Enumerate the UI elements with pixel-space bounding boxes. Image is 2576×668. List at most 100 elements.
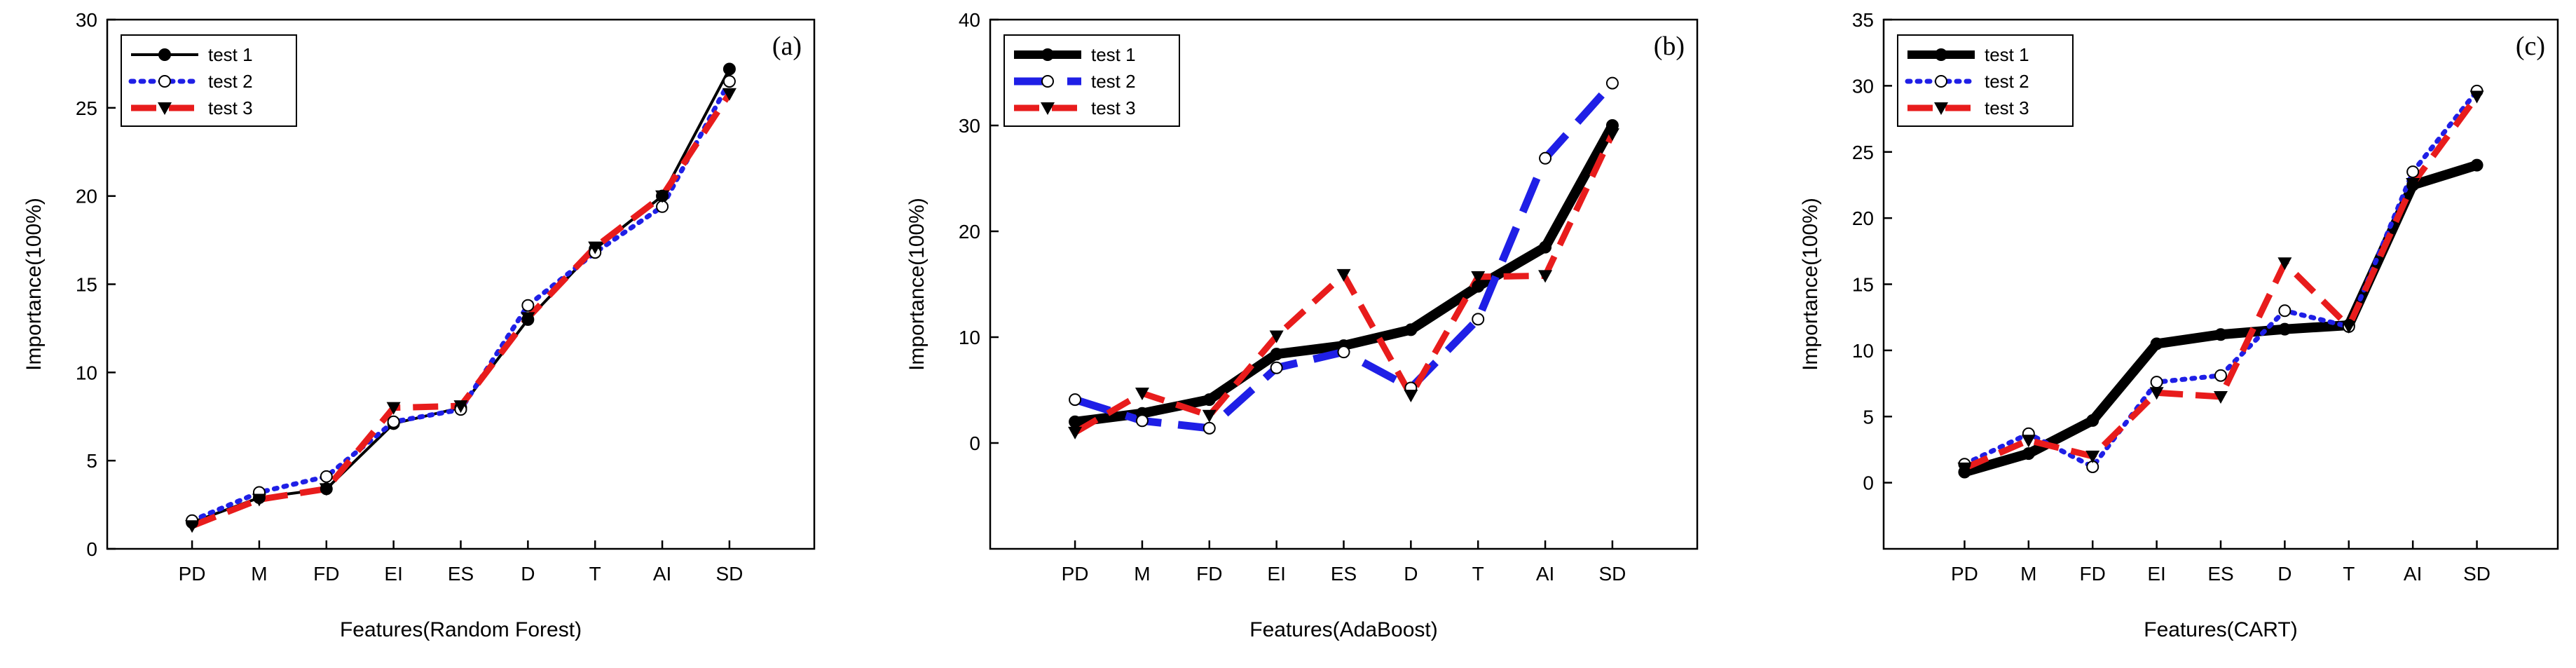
panel-3-x-tick-label: SD [2463,563,2491,585]
panel-1-series-3-point [588,241,603,254]
panel-3-series-3-point [1957,462,1972,475]
panel-2-series-2-point [1270,361,1283,374]
panel-3-y-tick-label: 15 [1852,274,1874,296]
panel-1-series-2-point [722,75,736,88]
panel-2-series-2-point [1539,151,1552,165]
panel-2-series-2-point [1203,421,1216,435]
panel-1-legend-marker-2 [158,75,171,88]
panel-3-series-2-point [2150,376,2163,389]
panel-1-y-tick-label: 30 [76,9,97,31]
panel-2-x-tick-label: SD [1598,563,1626,585]
panel-2-series-2-point [1069,393,1082,407]
panel-1-x-tick-label: FD [313,563,339,585]
panel-2-x-tick-label: D [1404,563,1418,585]
panel-2-series-3-line [1073,132,1615,435]
panel-1-series-2-point [387,415,400,428]
panel-1-y-tick-label: 25 [76,97,97,119]
panel-1-series-1-line [191,68,731,524]
panel-1: 0 5 10 15 20 25 30 PD M FD EI ES D T AI SD Features(Rand… [22,9,816,641]
panel-1-series-3-point [722,88,737,101]
panel-3-series-1-point [2022,447,2035,461]
panel-3-series-2-point [2406,165,2420,179]
panel-1-y-tick-label: 10 [76,362,97,383]
panel-2-legend-marker-2 [1041,75,1054,88]
panel-2-series-1-point [1069,415,1082,428]
panel-2-legend-marker-3 [1041,102,1055,115]
panel-3-legend-marker-1 [1935,48,1947,61]
panel-2-series-2-point [1337,346,1350,359]
panel-1-x-tick-label: T [589,563,601,585]
panel-2-legend-marker-1 [1041,48,1054,61]
panel-3-y-tick-label: 0 [1863,472,1874,494]
panel-3-series-3-line [1963,94,2480,471]
panel-2-legend-label-1: test 1 [1091,44,1136,65]
panel-1-x-tick-label: EI [384,563,402,585]
panel-2-series-1-point [1539,240,1552,254]
panel-2-y-tick-label: 30 [959,115,980,137]
panel-2-series-3-point [1605,128,1619,142]
panel-2-series-3-point [1336,268,1351,282]
panel-3-x-tick-label: PD [1951,563,1978,585]
panel-3-x-tick-label: ES [2207,563,2233,585]
panel-3-series-3-point [2149,387,2164,400]
panel-2-series-2-point [1135,414,1149,428]
panel-1-y-tick-label: 20 [76,186,97,207]
panel-1-y-tick-label: 15 [76,274,97,296]
panel-3-series-3-point [2469,90,2484,104]
panel-2-series-3-point [1202,409,1217,423]
panel-3-x-axis-title: Features(CART) [2144,618,2298,641]
panel-1-y-tick-label: 0 [86,538,97,560]
panel-1-series-3-point [453,400,468,414]
panel-1-series-3-point [319,483,334,496]
panel-2-series-3-point [1404,390,1418,403]
panel-3-legend-marker-2 [1935,75,1947,88]
panel-2-series-1-point [1404,323,1418,336]
panel-3-series-1-point [2150,337,2163,350]
panel-3-x-tick-label: FD [2080,563,2106,585]
panel-3: 0 5 10 15 20 25 30 35 PD M FD EI ES D T AI SD Features(CA… [1799,9,2559,641]
panel-1-legend-marker-3 [158,102,172,115]
panel-3-series-1-point [2470,158,2483,172]
panel-3-legend-marker-3 [1934,102,1948,115]
panel-3-y-tick-label: 25 [1852,142,1874,163]
panel-1-series-3-point [386,402,401,415]
panel-3-panel-label: (c) [2516,32,2545,61]
panel-1-series-2-point [521,299,535,312]
panel-3-x-tick-label: T [2343,563,2355,585]
panel-2-series-3-point [1471,271,1486,284]
panel-3-series-3-point [2021,435,2036,448]
panel-2-legend-label-2: test 2 [1091,71,1136,92]
panel-3-series-1-point [2214,328,2227,341]
panel-2-x-tick-label: ES [1331,563,1357,585]
panel-3-series-3-point [2277,257,2292,271]
panel-3-x-tick-label: EI [2147,563,2165,585]
panel-1-x-tick-label: M [251,563,267,585]
panel-2-series-3-point [1538,270,1553,283]
panel-2-series-3-point [1269,330,1284,343]
panel-2-panel-label: (b) [1654,32,1685,61]
panel-1-series-1-point [722,62,736,76]
panel-1-y-axis-title: Importance(100%) [22,198,46,371]
panel-3-x-tick-label: D [2277,563,2291,585]
panel-1-series-3-point [252,493,266,507]
panel-3-series-3-point [2214,390,2228,404]
panel-3-y-tick-label: 5 [1863,406,1874,428]
panel-1-x-tick-label: PD [179,563,206,585]
panel-2: 0 10 20 30 40 PD M FD EI ES D T AI SD Features(AdaBoos… [905,9,1699,641]
panel-1-legend-label-3: test 3 [208,97,253,118]
panel-3-series-3-point [2341,320,2356,334]
panel-1-legend-marker-1 [158,48,171,61]
panel-2-x-tick-label: PD [1062,563,1089,585]
panel-3-y-tick-label: 20 [1852,207,1874,229]
panel-1-series-3-line [191,92,732,529]
panel-3-y-tick-label: 10 [1852,340,1874,362]
panel-3-series-2-point [2214,369,2227,382]
panel-3-series-2-point [2278,304,2291,318]
panel-1-x-tick-label: ES [448,563,474,585]
panel-2-x-axis-title: Features(AdaBoost) [1249,618,1437,641]
panel-2-series-1-point [1203,393,1216,407]
panel-2-legend-label-3: test 3 [1091,97,1136,118]
panel-2-x-tick-label: FD [1196,563,1222,585]
